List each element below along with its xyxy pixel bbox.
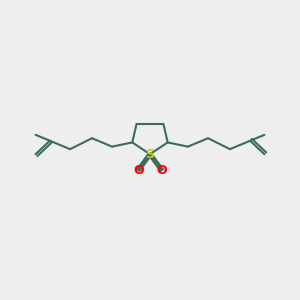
Text: O: O bbox=[133, 164, 143, 177]
Text: S: S bbox=[146, 148, 154, 161]
Text: O: O bbox=[157, 164, 167, 177]
